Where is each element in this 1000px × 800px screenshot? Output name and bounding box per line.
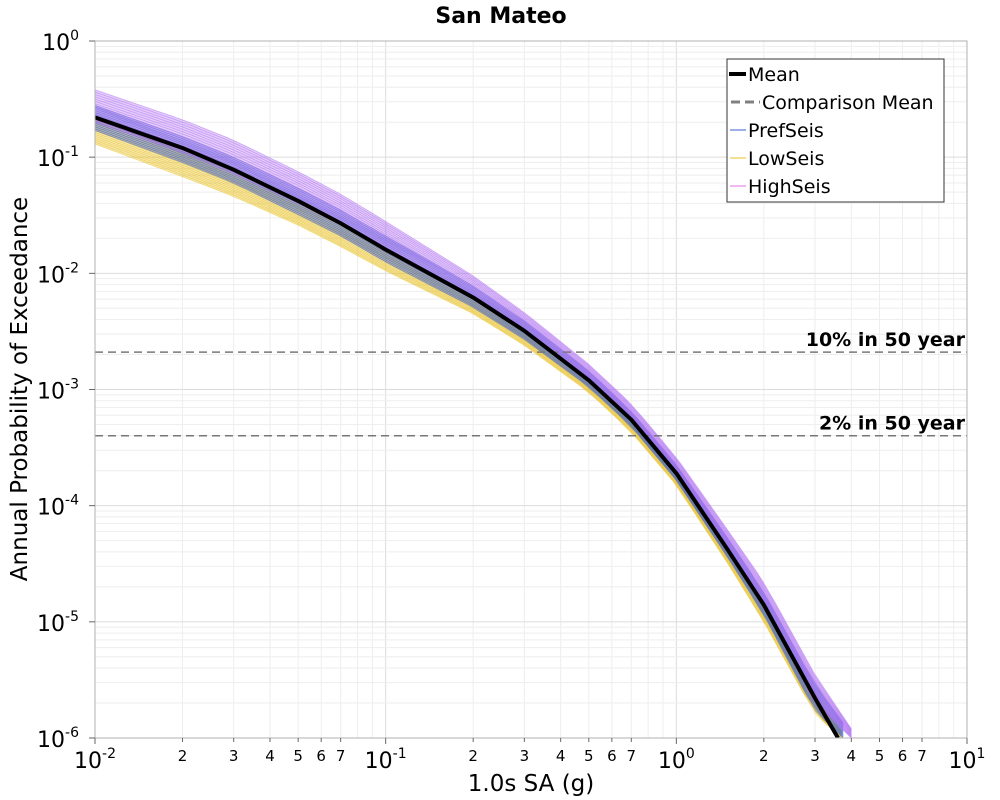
x-minor-tick-label: 5 [293, 747, 303, 765]
mean-curve-layer [95, 115, 840, 738]
x-minor-tick-label: 4 [847, 747, 857, 765]
x-axis-label: 1.0s SA (g) [468, 771, 595, 797]
branch-curve-prefseis [95, 124, 844, 736]
y-tick-label: 10-4 [37, 493, 79, 521]
y-tick-label: 100 [42, 28, 79, 56]
x-minor-tick-label: 4 [265, 747, 275, 765]
x-minor-tick-label: 3 [810, 747, 820, 765]
branch-curve-lowseis [95, 135, 842, 737]
x-minor-tick-label: 7 [627, 747, 637, 765]
branch-curve-highseis [95, 107, 852, 735]
legend: Mean Comparison Mean PrefSeis LowSeis Hi… [726, 58, 945, 203]
y-tick-label: 10-3 [37, 377, 79, 405]
branch-curve-highseis [95, 101, 852, 733]
x-minor-tick-label: 6 [607, 747, 617, 765]
branch-curve-highseis [95, 91, 852, 730]
branch-curve-lowseis [95, 139, 842, 738]
x-minor-tick-label: 5 [584, 747, 594, 765]
branch-curve-prefseis [95, 128, 844, 738]
x-tick-label: 100 [658, 746, 695, 774]
branch-curve-highseis [95, 112, 852, 736]
branch-curve-lowseis [95, 137, 842, 737]
y-axis-ticks: 100 10-1 10-2 10-3 10-4 10-5 10-6 [37, 28, 95, 753]
x-minor-tick-label: 6 [316, 747, 326, 765]
y-tick-label: 10-6 [37, 725, 79, 753]
legend-label-mean: Mean [748, 64, 800, 86]
branch-curve-highseis [95, 105, 852, 734]
x-minor-tick-label: 7 [336, 747, 346, 765]
legend-label-prefseis: PrefSeis [748, 120, 824, 142]
x-minor-tick-label: 5 [875, 747, 885, 765]
branch-curve-lowseis [95, 143, 842, 738]
y-tick-label: 10-1 [37, 144, 79, 172]
reference-line-label-2: 2% in 50 year [819, 413, 966, 435]
x-tick-label: 10-2 [74, 746, 116, 774]
mean-curve [95, 115, 840, 738]
x-minor-tick-label: 2 [468, 747, 478, 765]
y-tick-label: 10-2 [37, 260, 79, 288]
y-tick-label: 10-5 [37, 609, 79, 637]
x-minor-tick-label: 2 [178, 747, 188, 765]
x-minor-tick-label: 2 [759, 747, 769, 765]
x-minor-tick-label: 3 [229, 747, 239, 765]
y-axis-label: Annual Probability of Exceedance [7, 197, 33, 581]
branch-curve-highseis [95, 98, 852, 732]
reference-line-label-1: 10% in 50 year [806, 329, 966, 351]
legend-label-lowseis: LowSeis [748, 148, 824, 170]
chart-title: San Mateo [435, 4, 566, 29]
x-tick-label: 10-1 [365, 746, 407, 774]
branch-curve-prefseis [95, 130, 844, 738]
branch-curve-highseis [95, 103, 852, 733]
branch-curve-lowseis [95, 141, 842, 738]
legend-label-comparison-mean: Comparison Mean [762, 92, 934, 114]
x-minor-tick-label: 7 [917, 747, 927, 765]
branch-curve-prefseis [95, 126, 844, 737]
reference-lines: 10% in 50 year 2% in 50 year [95, 329, 967, 437]
x-minor-tick-label: 4 [556, 747, 566, 765]
x-minor-tick-label: 6 [898, 747, 908, 765]
branch-curve-highseis [95, 94, 852, 731]
legend-label-highseis: HighSeis [748, 176, 831, 198]
legend-box [726, 58, 945, 203]
branch-curve-highseis [95, 110, 852, 735]
branch-curve-highseis [95, 96, 852, 732]
x-minor-tick-label: 3 [520, 747, 530, 765]
x-tick-label: 101 [949, 746, 986, 774]
branch-curve-highseis [95, 89, 852, 730]
